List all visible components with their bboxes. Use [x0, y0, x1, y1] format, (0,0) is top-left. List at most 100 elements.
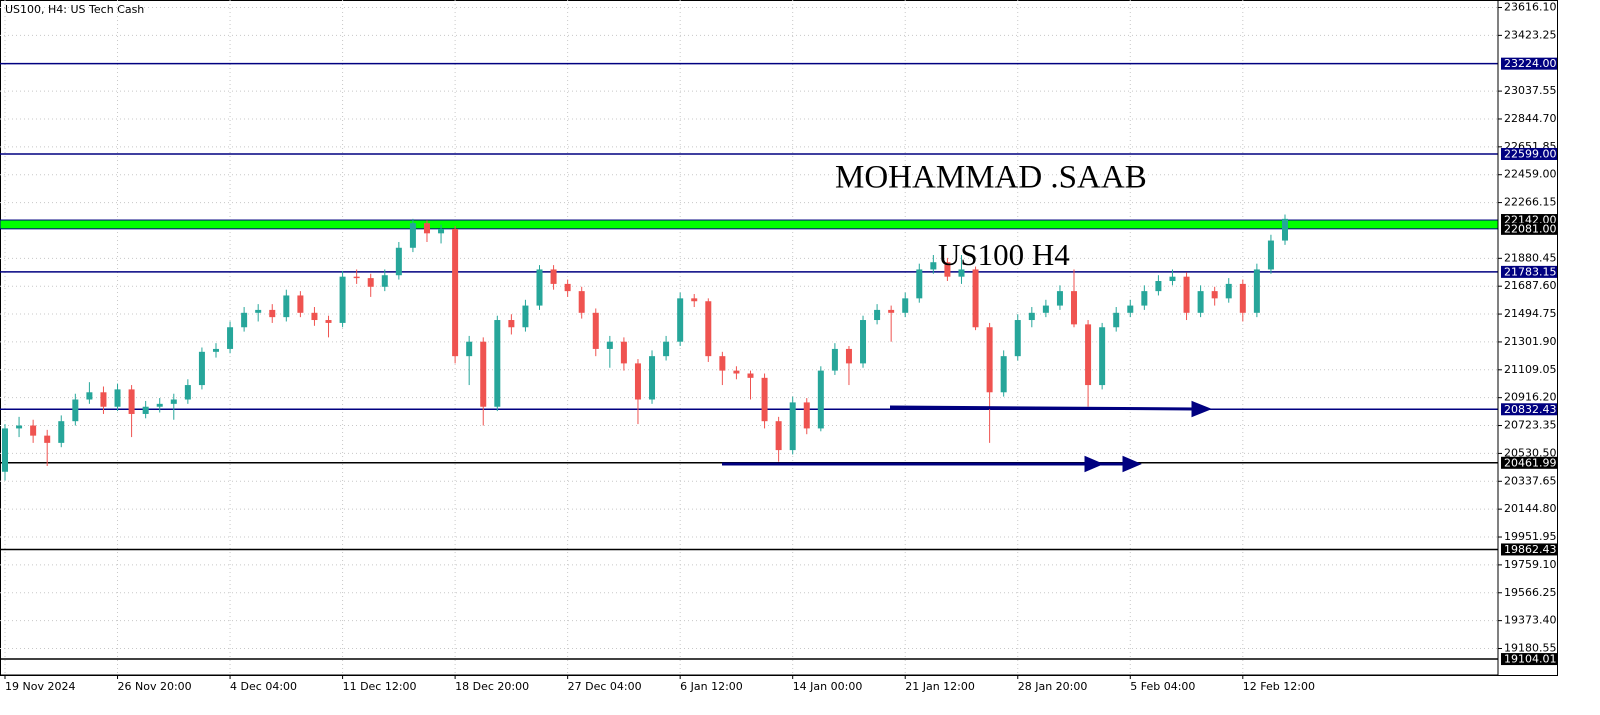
- candle-body: [423, 223, 430, 234]
- candle-body: [1071, 291, 1078, 325]
- x-tick-label: 18 Dec 20:00: [455, 680, 529, 693]
- candle-body: [255, 309, 262, 313]
- candle-body: [1169, 276, 1176, 282]
- arrow-head: [1191, 400, 1213, 418]
- y-tick-label: 21301.90: [1504, 335, 1557, 348]
- x-tick-label: 12 Feb 12:00: [1243, 680, 1315, 693]
- candle-body: [142, 406, 149, 414]
- candle-body: [775, 421, 782, 451]
- candle-body: [649, 356, 656, 400]
- y-tick-label: 21109.05: [1504, 363, 1557, 376]
- candle-body: [691, 298, 698, 302]
- candle-body: [606, 341, 613, 349]
- x-tick-label: 11 Dec 12:00: [343, 680, 417, 693]
- candle-body: [1225, 283, 1232, 299]
- chart-title: US100, H4: US Tech Cash: [5, 3, 144, 16]
- y-tick-label: 21880.45: [1504, 251, 1557, 264]
- candle-body: [367, 278, 374, 287]
- candle-body: [227, 327, 234, 349]
- level-label-box: [1501, 222, 1557, 235]
- annotation: MOHAMMAD .SAAB: [835, 160, 1147, 196]
- candle-body: [480, 341, 487, 407]
- candle-body: [128, 389, 135, 414]
- candle-body: [184, 385, 191, 400]
- candle-body: [916, 269, 923, 299]
- candle-body: [550, 269, 557, 284]
- candle-body: [958, 269, 965, 277]
- candle-body: [198, 351, 205, 386]
- arrow-head: [1122, 455, 1142, 473]
- candle-body: [888, 309, 895, 313]
- y-tick-label: 20337.65: [1504, 474, 1557, 487]
- level-label: 22599.00: [1504, 147, 1557, 160]
- candle-body: [663, 341, 670, 357]
- y-tick-label: 19566.25: [1504, 586, 1557, 599]
- candle-body: [381, 275, 388, 287]
- candle-layer: [2, 214, 1288, 481]
- candle-body: [1197, 291, 1204, 313]
- arrows: [722, 400, 1213, 473]
- candle-body: [592, 312, 599, 349]
- y-tick-label: 21687.60: [1504, 279, 1557, 292]
- annotation: US100 H4: [938, 237, 1070, 272]
- y-tick-label: 23423.25: [1504, 28, 1557, 41]
- candle-body: [634, 363, 641, 400]
- x-tick-label: 27 Dec 04:00: [568, 680, 642, 693]
- candle-body: [156, 403, 163, 407]
- candle-body: [1127, 305, 1134, 313]
- candle-body: [845, 348, 852, 364]
- candle-body: [44, 435, 51, 443]
- candle-body: [58, 421, 65, 443]
- candle-body: [831, 348, 838, 371]
- candle-body: [1099, 327, 1106, 386]
- candle-body: [311, 312, 318, 321]
- y-tick-label: 20144.80: [1504, 502, 1557, 515]
- candle-body: [902, 298, 909, 313]
- candle-body: [494, 320, 501, 407]
- level-label-box: [1501, 265, 1557, 278]
- candle-body: [16, 425, 23, 429]
- candle-body: [30, 425, 37, 436]
- y-tick-label: 19759.10: [1504, 558, 1557, 571]
- x-tick-label: 5 Feb 04:00: [1130, 680, 1195, 693]
- candle-body: [466, 341, 473, 357]
- candle-body: [1239, 283, 1246, 313]
- candle-body: [789, 402, 796, 451]
- candle-body: [620, 341, 627, 364]
- candle-body: [395, 247, 402, 276]
- candle-body: [72, 399, 79, 422]
- y-tick-label: 19180.55: [1504, 641, 1557, 654]
- candle-body: [2, 428, 8, 472]
- y-tick-label: 20916.20: [1504, 391, 1557, 404]
- candle-body: [409, 223, 416, 248]
- candle-body: [269, 309, 276, 318]
- y-tick-label: 20530.50: [1504, 446, 1557, 459]
- arrow-head: [1084, 455, 1104, 473]
- candle-body: [438, 228, 445, 234]
- x-tick-label: 26 Nov 20:00: [118, 680, 192, 693]
- level-label-box: [1501, 403, 1557, 416]
- level-label: 20461.99: [1504, 456, 1557, 469]
- candle-body: [972, 269, 979, 328]
- candle-body: [705, 301, 712, 357]
- candle-body: [874, 309, 881, 321]
- level-label-box: [1501, 653, 1557, 666]
- x-tick-label: 4 Dec 04:00: [230, 680, 297, 693]
- y-tick-label: 23037.55: [1504, 84, 1557, 97]
- candle-body: [578, 291, 585, 313]
- level-label-box: [1501, 57, 1557, 70]
- grid-layer: [0, 0, 1502, 675]
- candle-body: [944, 262, 951, 277]
- y-tick-label: 23616.10: [1504, 0, 1557, 13]
- level-label-box: [1501, 543, 1557, 556]
- candle-body: [1085, 324, 1092, 386]
- label-layer: 23616.1023423.2523037.5522844.7022651.85…: [4, 0, 1557, 693]
- level-label: 19862.43: [1504, 543, 1557, 556]
- candle-body: [719, 356, 726, 371]
- candle-body: [452, 228, 459, 357]
- level-label-box: [1501, 456, 1557, 469]
- candle-body: [283, 295, 290, 318]
- arrow-line: [889, 405, 1196, 411]
- candle-body: [1000, 356, 1007, 393]
- y-tick-label: 19373.40: [1504, 614, 1557, 627]
